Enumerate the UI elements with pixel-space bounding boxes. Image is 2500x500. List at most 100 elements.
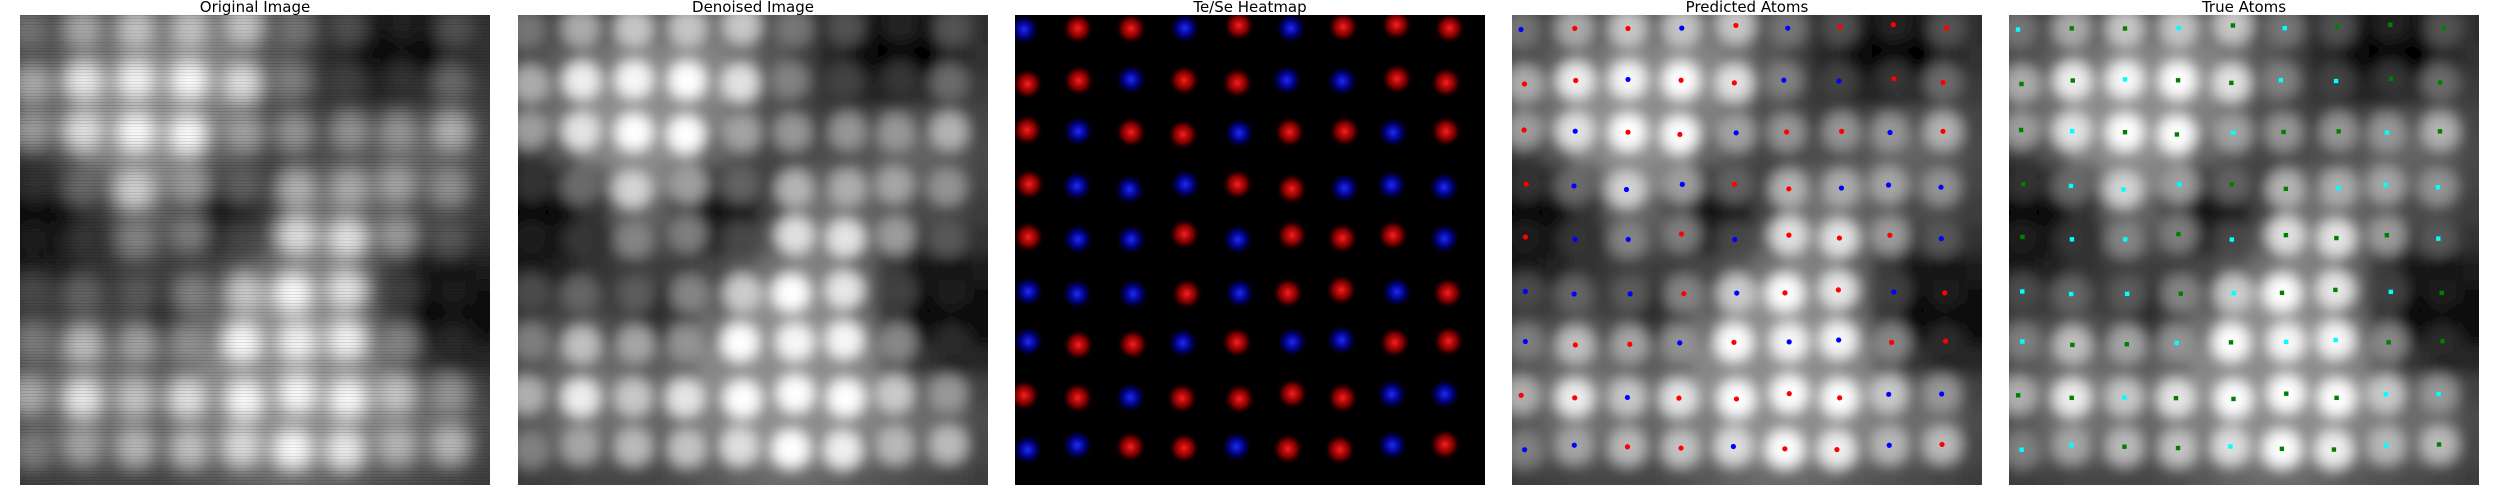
atom-blob bbox=[880, 15, 919, 44]
scan-line bbox=[20, 147, 490, 148]
scan-line bbox=[20, 279, 490, 280]
predicted-se-marker bbox=[1627, 291, 1633, 297]
scan-line bbox=[20, 294, 490, 295]
true-te-marker bbox=[2069, 443, 2074, 448]
scan-line bbox=[20, 330, 490, 331]
true-se-marker bbox=[2384, 233, 2390, 238]
atom-blob bbox=[1512, 110, 1544, 149]
atom-blob bbox=[2009, 165, 2043, 204]
predicted-te-marker bbox=[1782, 290, 1788, 296]
atom-blob bbox=[171, 165, 210, 204]
te-heat-spot bbox=[1380, 62, 1413, 95]
se-heat-spot bbox=[1428, 378, 1461, 411]
atom-blob bbox=[117, 220, 156, 259]
se-heat-spot bbox=[1061, 223, 1094, 256]
scan-line bbox=[20, 363, 490, 364]
scan-line bbox=[20, 282, 490, 283]
atom-blob bbox=[2009, 64, 2041, 103]
scan-line bbox=[20, 159, 490, 160]
atom-blob bbox=[430, 168, 469, 207]
true-se-marker bbox=[2175, 445, 2181, 451]
atom-blob bbox=[1512, 430, 1544, 469]
predicted-te-marker bbox=[1518, 392, 1524, 398]
atom-blob bbox=[775, 169, 814, 208]
se-heat-spot bbox=[1270, 64, 1303, 97]
predicted-te-marker bbox=[1627, 341, 1633, 347]
predicted-te-marker bbox=[1942, 290, 1948, 296]
scan-line bbox=[20, 93, 490, 94]
atom-blob bbox=[770, 61, 809, 100]
scan-line bbox=[20, 420, 490, 421]
true-se-marker bbox=[2021, 181, 2026, 187]
atom-blob bbox=[877, 113, 916, 152]
atom-blob bbox=[330, 169, 369, 208]
atom-blob bbox=[62, 166, 101, 205]
true-te-marker bbox=[2383, 392, 2388, 397]
true-se-marker bbox=[2229, 182, 2234, 187]
atom-blob bbox=[327, 270, 366, 309]
atom-blob bbox=[723, 274, 762, 313]
scan-line bbox=[20, 480, 490, 481]
te-heat-spot bbox=[1015, 220, 1045, 253]
atom-blob bbox=[115, 170, 154, 209]
true-te-marker bbox=[2069, 237, 2075, 242]
atom-blob bbox=[720, 323, 759, 362]
te-heat-spot bbox=[1166, 118, 1199, 151]
atom-blob bbox=[775, 216, 814, 255]
scan-line bbox=[20, 204, 490, 205]
atom-blob bbox=[382, 272, 421, 311]
atom-blob bbox=[2105, 15, 2144, 48]
atom-blob bbox=[20, 165, 54, 204]
atom-blob bbox=[666, 115, 705, 154]
scan-line bbox=[20, 162, 490, 163]
scan-line bbox=[20, 327, 490, 328]
predicted-atoms-title: Predicted Atoms bbox=[1685, 0, 1809, 16]
scan-line bbox=[20, 210, 490, 211]
atom-blob bbox=[518, 217, 551, 256]
te-heat-spot bbox=[1116, 328, 1149, 361]
atom-blob bbox=[669, 165, 708, 204]
true-se-marker bbox=[2176, 231, 2181, 237]
scan-line bbox=[20, 336, 490, 337]
te-heat-spot bbox=[1378, 326, 1411, 359]
predicted-te-marker bbox=[1676, 395, 1682, 401]
atom-blob bbox=[116, 113, 155, 152]
se-heat-spot bbox=[1326, 65, 1359, 98]
atom-blob bbox=[827, 15, 866, 46]
te-heat-spot bbox=[1015, 168, 1046, 201]
predicted-se-marker bbox=[1886, 391, 1892, 397]
atom-blob bbox=[825, 320, 864, 359]
true-te-marker bbox=[2015, 27, 2021, 32]
true-te-marker bbox=[2020, 339, 2025, 344]
atom-blob bbox=[433, 273, 472, 312]
predicted-se-marker bbox=[1786, 339, 1792, 345]
predicted-te-marker bbox=[1891, 76, 1897, 82]
atom-blob bbox=[328, 378, 367, 417]
predicted-se-marker bbox=[1571, 442, 1577, 448]
se-heat-spot bbox=[1015, 15, 1040, 46]
atom-blob bbox=[2009, 15, 2037, 49]
se-heat-spot bbox=[1060, 169, 1093, 202]
atom-blob bbox=[561, 220, 600, 259]
scan-line bbox=[20, 369, 490, 370]
atom-blob bbox=[518, 64, 550, 103]
atom-blob bbox=[64, 325, 103, 364]
true-se-marker bbox=[2122, 26, 2128, 31]
scan-line bbox=[20, 315, 490, 316]
scan-line bbox=[20, 195, 490, 196]
scan-line bbox=[20, 381, 490, 382]
atom-blob bbox=[615, 220, 654, 259]
atom-blob bbox=[1716, 15, 1755, 45]
predicted-te-marker bbox=[1572, 342, 1578, 348]
predicted-te-marker bbox=[1786, 186, 1792, 192]
predicted-te-marker bbox=[1940, 79, 1946, 86]
predicted-se-marker bbox=[1625, 76, 1631, 83]
atom-blob bbox=[825, 270, 864, 309]
atom-blob bbox=[720, 427, 759, 466]
atom-blob bbox=[826, 378, 865, 417]
denoised-image-panel: Denoised Image bbox=[518, 0, 988, 485]
scan-line bbox=[20, 246, 490, 247]
atom-blob bbox=[518, 272, 551, 311]
scan-line bbox=[20, 402, 490, 403]
true-se-marker bbox=[2231, 396, 2236, 402]
